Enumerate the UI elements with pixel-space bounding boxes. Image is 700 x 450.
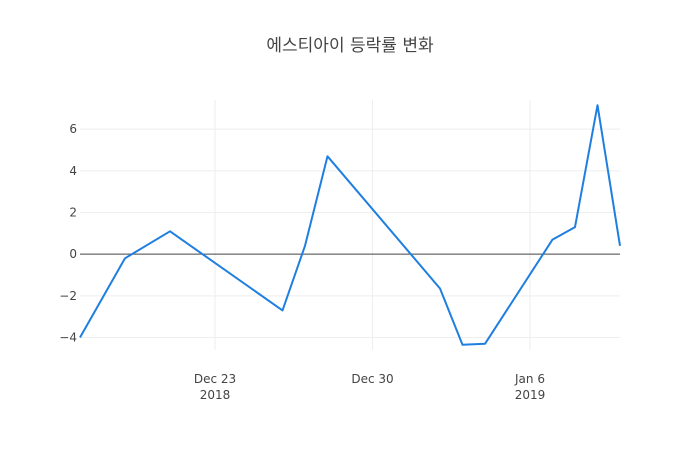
x-tick-year-label: 2018 <box>200 388 231 402</box>
y-tick-label: −4 <box>59 331 77 345</box>
y-tick-label: 2 <box>69 206 77 220</box>
y-tick-label: 0 <box>69 247 77 261</box>
series-line <box>79 104 621 346</box>
series-layer <box>79 104 621 346</box>
y-axis-ticks: −4 −2 0 2 4 6 <box>59 122 77 344</box>
y-tick-label: −2 <box>59 289 77 303</box>
x-tick-label: Jan 6 <box>514 372 545 386</box>
chart-title: 에스티아이 등락률 변화 <box>266 36 434 56</box>
y-tick-label: 4 <box>69 164 77 178</box>
x-tick-year-label: 2019 <box>515 388 546 402</box>
x-tick-label: Dec 23 <box>194 372 236 386</box>
y-tick-label: 6 <box>69 122 77 136</box>
x-tick-label: Dec 30 <box>351 372 393 386</box>
grid-layer <box>80 100 620 350</box>
x-axis-ticks: Dec 23 2018 Dec 30 Jan 6 2019 <box>194 372 545 402</box>
